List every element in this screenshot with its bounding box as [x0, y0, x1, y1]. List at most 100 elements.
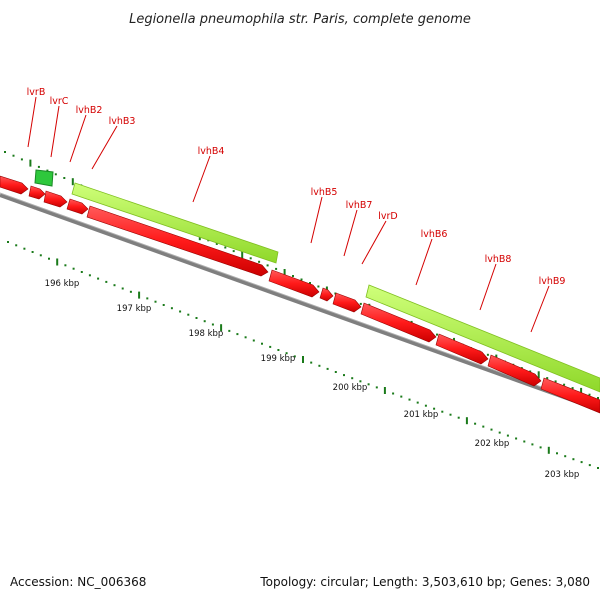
gene-label-lvrB: lvrB — [27, 87, 46, 98]
minor-tick — [97, 277, 100, 280]
minor-tick — [408, 398, 411, 401]
minor-tick — [486, 353, 489, 356]
minor-tick — [258, 260, 261, 263]
gene-label-lvhB4: lvhB4 — [198, 146, 225, 157]
minor-tick — [449, 413, 452, 416]
minor-tick — [232, 250, 235, 253]
minor-tick — [46, 169, 49, 172]
gene-arrow-lvhB2 — [66, 198, 89, 215]
minor-tick — [252, 339, 255, 342]
minor-tick — [4, 151, 6, 153]
minor-tick — [179, 310, 182, 313]
minor-tick — [317, 285, 320, 288]
minor-tick — [588, 464, 591, 467]
minor-tick — [292, 275, 294, 277]
minor-tick — [359, 380, 362, 383]
minor-tick — [531, 443, 534, 446]
minor-tick — [392, 392, 395, 395]
minor-tick — [162, 304, 165, 306]
gene-arrow-lvhB3-lvhB4 — [86, 205, 269, 277]
minor-tick — [195, 317, 198, 319]
minor-tick — [121, 287, 124, 290]
minor-tick — [236, 333, 239, 336]
major-tick — [580, 387, 583, 395]
minor-tick — [433, 407, 436, 410]
minor-tick — [597, 467, 599, 469]
gene-label-leaders — [27, 96, 550, 333]
minor-tick — [20, 158, 23, 161]
minor-tick — [146, 297, 149, 300]
major-tick — [241, 251, 244, 259]
minor-tick — [400, 395, 403, 398]
major-tick — [29, 159, 32, 167]
highlight-region-2 — [365, 284, 600, 393]
scale-tick-track — [7, 241, 599, 469]
major-tick — [537, 371, 540, 379]
major-tick — [56, 258, 59, 266]
minor-tick — [482, 425, 485, 428]
minor-tick — [261, 342, 263, 345]
gene-arrow-lvhB5 — [268, 269, 320, 298]
major-tick — [138, 291, 141, 299]
minor-tick — [597, 397, 599, 399]
gene-arrow-lvhB6 — [360, 302, 437, 343]
minor-tick — [457, 416, 460, 419]
minor-tick — [129, 290, 132, 293]
kbp-label-199: 199 kbp — [261, 354, 296, 364]
minor-tick — [580, 461, 583, 464]
minor-tick — [203, 320, 206, 323]
minor-tick — [170, 307, 173, 310]
gene-arrow-lvrD — [332, 292, 362, 313]
minor-tick — [529, 370, 532, 373]
minor-tick — [293, 355, 296, 358]
minor-tick — [563, 383, 566, 386]
genome-backbone — [0, 193, 600, 412]
gene-arrow-lvhB9 — [487, 354, 542, 387]
minor-tick — [515, 437, 518, 440]
minor-tick — [416, 401, 419, 404]
minor-tick — [244, 336, 247, 339]
minor-tick — [275, 267, 278, 270]
kbp-label-200: 200 kbp — [333, 383, 368, 393]
minor-tick — [154, 300, 157, 303]
minor-tick — [334, 371, 337, 373]
minor-tick — [441, 410, 444, 413]
gene-label-lvhB6: lvhB6 — [421, 229, 448, 240]
minor-tick — [326, 367, 329, 370]
kbp-label-198: 198 kbp — [189, 329, 224, 339]
small-feature-block — [34, 169, 54, 187]
minor-tick — [31, 251, 34, 253]
minor-tick — [300, 278, 303, 281]
minor-tick — [367, 383, 370, 386]
kbp-label-203: 203 kbp — [545, 470, 580, 480]
minor-tick — [266, 264, 269, 267]
minor-tick — [588, 393, 591, 396]
gene-labels: lvrB lvrC lvhB2 lvhB3 lvhB4 lvhB5 lvhB7 … — [27, 87, 566, 287]
minor-tick — [523, 440, 526, 443]
minor-tick — [23, 247, 26, 250]
gene-label-lvhB3: lvhB3 — [109, 116, 136, 127]
kbp-label-196: 196 kbp — [45, 279, 80, 289]
minor-tick — [318, 364, 321, 367]
kbp-label-201: 201 kbp — [404, 410, 439, 420]
gene-label-lvhB2: lvhB2 — [76, 105, 103, 116]
minor-tick — [554, 380, 557, 383]
minor-tick — [556, 452, 558, 455]
kbp-scale-labels: 196 kbp 197 kbp 198 kbp 199 kbp 200 kbp … — [45, 279, 580, 480]
minor-tick — [277, 349, 280, 351]
minor-tick — [39, 254, 42, 257]
gene-arrow-lvhB7 — [319, 287, 334, 302]
minor-tick — [113, 284, 116, 287]
highlight-region-1 — [71, 182, 279, 264]
gene-arrow-lvhB8 — [435, 333, 489, 365]
minor-tick — [63, 177, 66, 179]
minor-tick — [88, 274, 91, 277]
minor-tick — [224, 246, 227, 249]
minor-tick — [48, 257, 50, 260]
minor-tick — [474, 422, 477, 425]
minor-tick — [359, 302, 362, 305]
minor-tick — [228, 329, 231, 332]
minor-tick — [54, 173, 57, 176]
major-tick — [465, 417, 468, 425]
